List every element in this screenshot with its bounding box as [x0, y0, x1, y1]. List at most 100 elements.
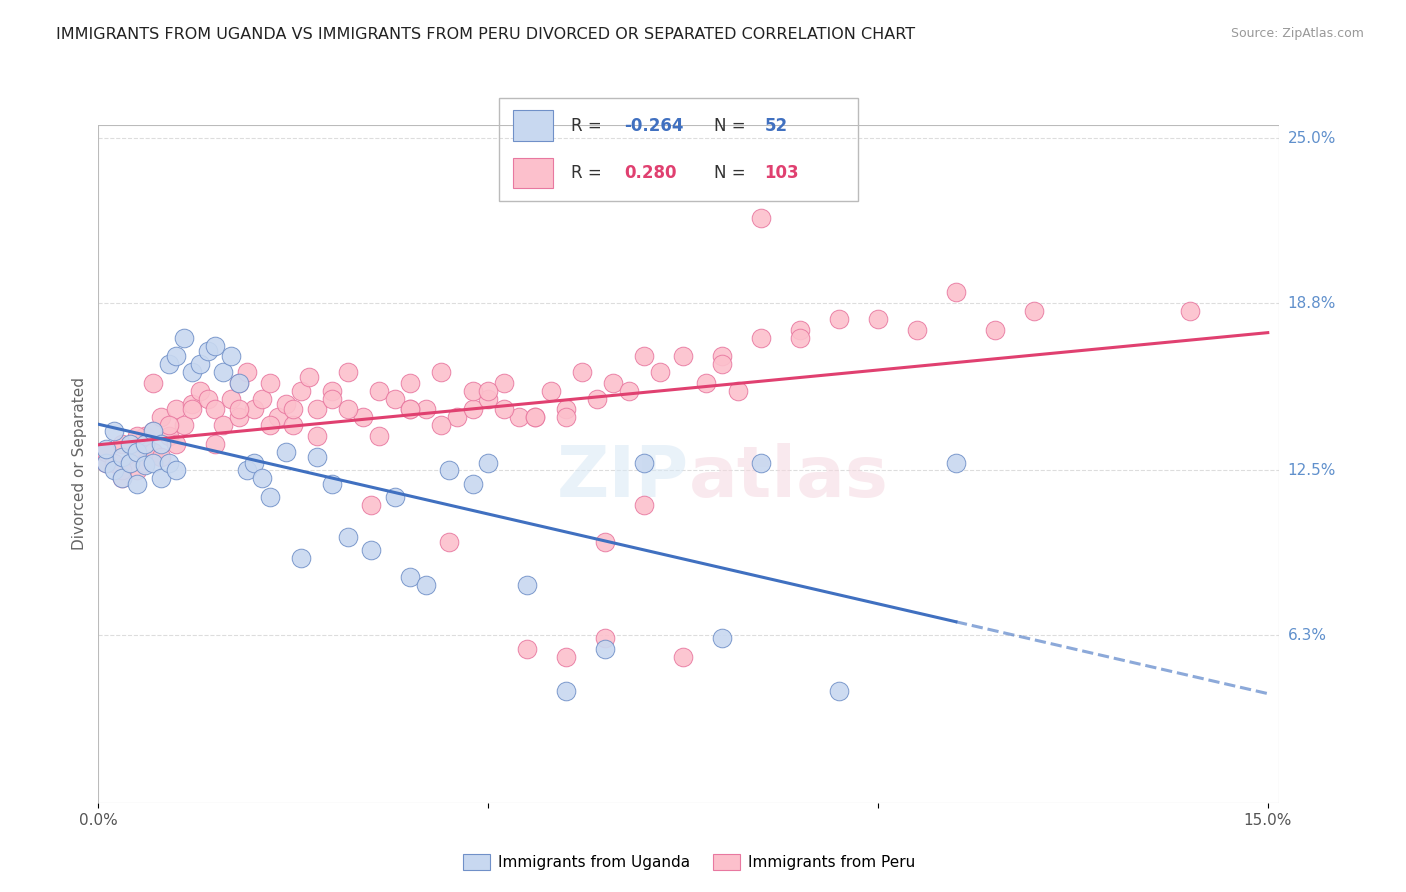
Point — [111, 450, 134, 465]
Text: 6.3%: 6.3% — [1288, 628, 1327, 643]
Text: 18.8%: 18.8% — [1288, 295, 1336, 310]
Point — [142, 424, 165, 438]
Point — [204, 402, 226, 417]
Point — [593, 631, 616, 645]
Point — [165, 437, 187, 451]
Point — [250, 471, 273, 485]
Point — [711, 357, 734, 371]
Text: R =: R = — [571, 164, 612, 182]
Point — [336, 530, 359, 544]
Point — [368, 384, 391, 398]
Point — [866, 312, 889, 326]
Point — [828, 312, 851, 326]
Point — [648, 365, 671, 379]
Point — [492, 376, 515, 390]
Text: 103: 103 — [765, 164, 799, 182]
Text: N =: N = — [714, 117, 751, 135]
Point — [461, 402, 484, 417]
Point — [368, 429, 391, 443]
Point — [188, 357, 211, 371]
Point — [290, 384, 312, 398]
Point — [439, 535, 461, 549]
Point — [188, 384, 211, 398]
Point — [828, 684, 851, 698]
Point — [103, 463, 125, 477]
Point — [593, 641, 616, 656]
Point — [243, 402, 266, 417]
Point — [283, 402, 305, 417]
Text: 52: 52 — [765, 117, 787, 135]
Point — [477, 456, 499, 470]
Point — [508, 410, 530, 425]
Point — [173, 418, 195, 433]
Point — [157, 456, 180, 470]
Point — [274, 445, 297, 459]
Point — [111, 471, 134, 485]
Point — [1178, 304, 1201, 318]
Point — [96, 442, 118, 457]
Point — [134, 437, 156, 451]
Text: 12.5%: 12.5% — [1288, 463, 1336, 478]
Point — [1022, 304, 1045, 318]
Point — [228, 376, 250, 390]
Point — [555, 684, 578, 698]
Legend: Immigrants from Uganda, Immigrants from Peru: Immigrants from Uganda, Immigrants from … — [457, 848, 921, 877]
Point — [96, 456, 118, 470]
Point — [321, 392, 343, 406]
Point — [142, 445, 165, 459]
Point — [149, 437, 172, 451]
Point — [461, 476, 484, 491]
Point — [165, 463, 187, 477]
Point — [695, 376, 717, 390]
Text: N =: N = — [714, 164, 751, 182]
Point — [165, 349, 187, 363]
Point — [945, 285, 967, 300]
Point — [555, 402, 578, 417]
Point — [197, 343, 219, 358]
Point — [602, 376, 624, 390]
Point — [219, 349, 242, 363]
Point — [711, 631, 734, 645]
Point — [945, 456, 967, 470]
Point — [523, 410, 546, 425]
Point — [415, 402, 437, 417]
Point — [142, 456, 165, 470]
Point — [267, 410, 290, 425]
Text: Source: ZipAtlas.com: Source: ZipAtlas.com — [1230, 27, 1364, 40]
Point — [149, 450, 172, 465]
Point — [228, 376, 250, 390]
Point — [477, 384, 499, 398]
Point — [305, 402, 328, 417]
Point — [336, 365, 359, 379]
Point — [749, 330, 772, 344]
Point — [127, 463, 149, 477]
Point — [259, 376, 281, 390]
Point — [127, 429, 149, 443]
Point — [181, 397, 204, 411]
Point — [399, 570, 422, 584]
Point — [259, 490, 281, 504]
Point — [204, 338, 226, 352]
Point — [228, 402, 250, 417]
Point — [384, 490, 406, 504]
Point — [905, 322, 928, 336]
Point — [540, 384, 562, 398]
Point — [235, 365, 257, 379]
Point — [399, 402, 422, 417]
Point — [204, 437, 226, 451]
Point — [415, 578, 437, 592]
Point — [235, 463, 257, 477]
Point — [617, 384, 640, 398]
Point — [142, 376, 165, 390]
Point — [134, 458, 156, 472]
Text: R =: R = — [571, 117, 607, 135]
Point — [789, 330, 811, 344]
Point — [212, 418, 235, 433]
Point — [243, 456, 266, 470]
Point — [197, 392, 219, 406]
Point — [461, 384, 484, 398]
Point — [555, 410, 578, 425]
Point — [516, 578, 538, 592]
Point — [477, 392, 499, 406]
Text: 0.280: 0.280 — [624, 164, 678, 182]
